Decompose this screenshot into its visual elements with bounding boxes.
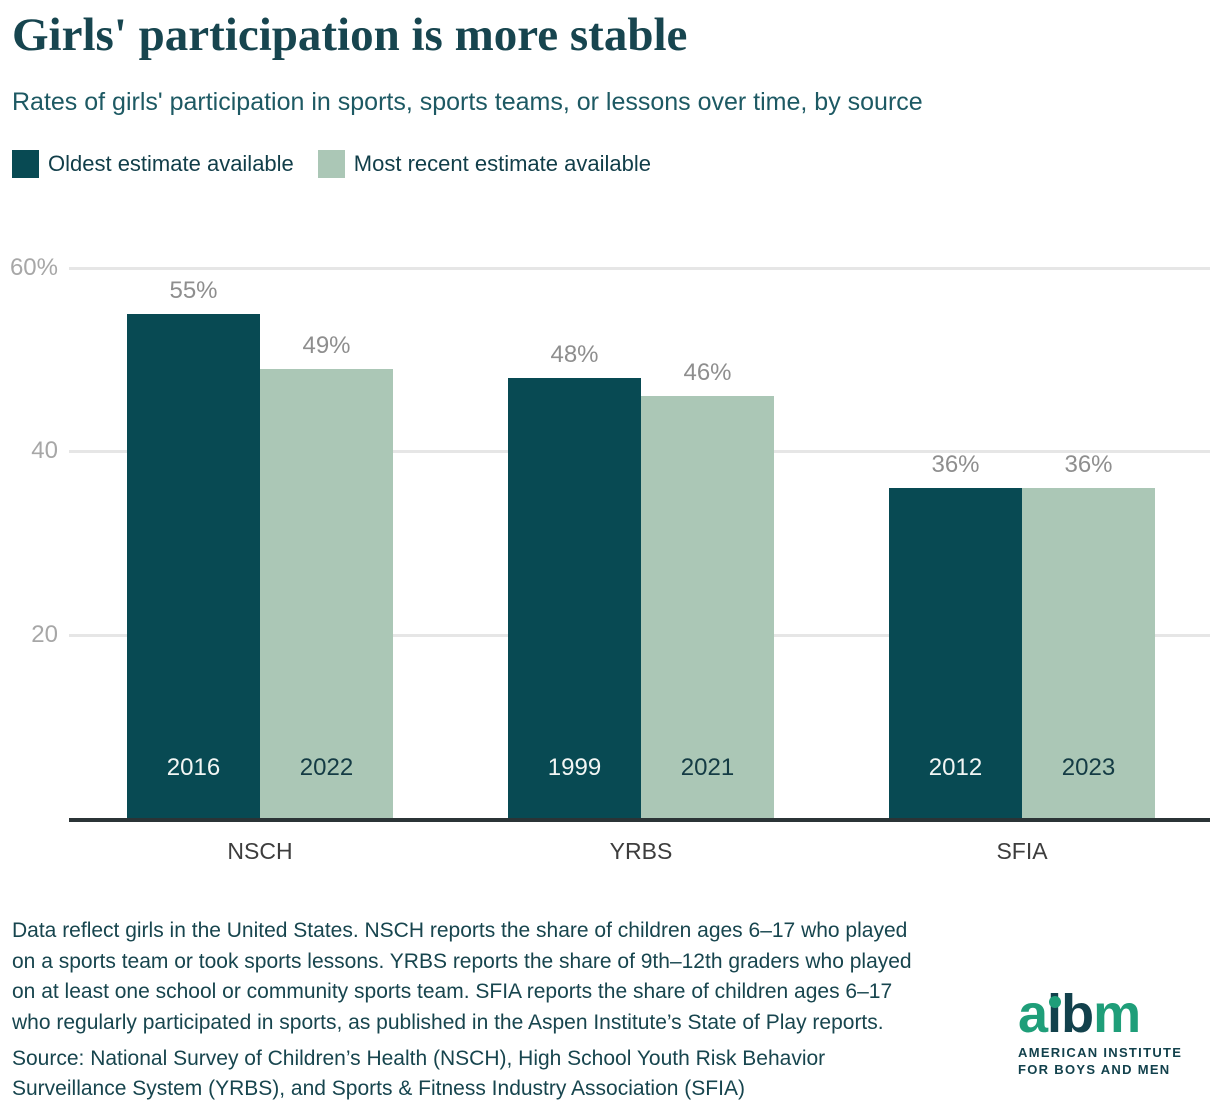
legend-label-recent: Most recent estimate available (353, 151, 651, 176)
footnote-line: on a sports team or took sports lessons.… (12, 949, 912, 973)
x-axis-label-yrbs: YRBS (609, 838, 673, 864)
chart-title: Girls' participation is more stable (12, 9, 688, 61)
footnote-line: who regularly participated in sports, as… (12, 1010, 884, 1034)
aibm-logo: ai bm AMERICAN INSTITUTE FOR BOYS AND MEN (1018, 984, 1198, 1078)
footnote-line: on at least one school or community spor… (12, 980, 893, 1003)
logo-tagline-line2: FOR BOYS AND MEN (1018, 1062, 1171, 1077)
source-line: Source: National Survey of Children’s He… (12, 1047, 826, 1070)
bar-recent-sfia (1022, 488, 1155, 818)
legend-item-recent: Most recent estimate available (317, 150, 651, 178)
source-text: Source: National Survey of Children’s He… (12, 1044, 932, 1104)
bar-year-label: 2016 (166, 754, 221, 781)
logo-letter: b (1061, 984, 1094, 1044)
bar-oldest-yrbs (508, 378, 641, 818)
bar-value-label: 49% (302, 331, 351, 359)
bar-year-label: 2022 (299, 754, 354, 781)
y-axis-tick-label: 40 (31, 437, 58, 465)
bar-chart: 60% 40 20 55% 2016 48% 1999 36% 2012 49% 2022 46% 20… (0, 230, 1220, 890)
chart-subtitle: Rates of girls' participation in sports,… (12, 88, 923, 116)
x-axis-label-nsch: NSCH (227, 838, 293, 864)
bar-value-label: 36% (1064, 451, 1113, 478)
aibm-logo-wordmark: ai bm (1018, 984, 1198, 1044)
x-axis-line (69, 818, 1210, 822)
footnote-text: Data reflect girls in the United States.… (12, 916, 1022, 1038)
bar-year-label: 2021 (680, 754, 735, 781)
legend-swatch-oldest (12, 150, 39, 178)
bar-recent-yrbs (641, 396, 774, 818)
legend-item-oldest: Oldest estimate available (12, 150, 294, 178)
bar-value-label: 36% (931, 451, 980, 478)
y-axis-tick-label: 60% (9, 254, 58, 281)
footnote-line: Data reflect girls in the United States.… (12, 919, 908, 942)
bar-oldest-nsch (127, 313, 260, 818)
logo-letter: m (1093, 984, 1141, 1044)
logo-i-dot (1049, 996, 1062, 1008)
bar-recent-nsch (260, 368, 393, 818)
logo-letter: a (1018, 984, 1048, 1044)
source-line: Surveillance System (YRBS), and Sports &… (12, 1077, 745, 1100)
legend: Oldest estimate available Most recent es… (12, 150, 675, 178)
bar-year-label: 2012 (928, 754, 983, 781)
legend-swatch-recent (317, 150, 345, 178)
bar-year-label: 1999 (547, 754, 602, 781)
logo-letter: i (1047, 984, 1062, 1044)
logo-tagline-line1: AMERICAN INSTITUTE (1018, 1045, 1183, 1060)
bar-value-label: 46% (683, 359, 732, 387)
gridline (69, 267, 1210, 270)
y-axis-tick-label: 20 (31, 620, 58, 648)
bar-value-label: 55% (169, 276, 218, 304)
bar-year-label: 2023 (1061, 754, 1116, 781)
x-axis-label-sfia: SFIA (996, 838, 1048, 864)
bar-value-label: 48% (550, 341, 599, 368)
legend-label-oldest: Oldest estimate available (48, 151, 294, 176)
bar-oldest-sfia (889, 488, 1022, 818)
